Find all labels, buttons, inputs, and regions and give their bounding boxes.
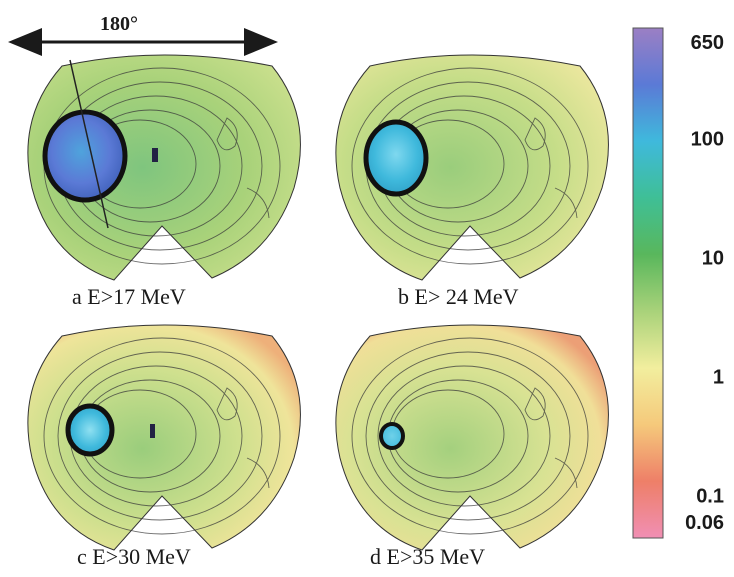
colorbar-tick-label: 1 (713, 367, 724, 389)
panel-b: b E> 24 MeV (335, 54, 609, 309)
sky-map-b (335, 54, 609, 281)
panel-label-a: a E>17 MeV (72, 284, 186, 309)
contour-lines-c (43, 337, 281, 535)
hotspot-c (65, 403, 115, 457)
colorbar-tick-label: 10 (702, 248, 724, 270)
colorbar-tick-label: 650 (691, 32, 724, 54)
colorbar-tick-label: 0.1 (696, 486, 724, 508)
contour-lines-d (351, 337, 589, 535)
panel-d: d E>35 MeV (335, 324, 609, 569)
angle-label: 180° (100, 13, 138, 35)
colorbar-tick-label: 100 (691, 129, 724, 151)
hotspot-a (42, 109, 128, 203)
panel-c: c E>30 MeV (27, 324, 301, 569)
marker-c (150, 424, 155, 438)
angle-arrow: 180° (8, 13, 278, 56)
colorbar: 650 100 10 1 0.1 0.06 (632, 27, 724, 539)
panel-label-d: d E>35 MeV (370, 544, 485, 569)
panels: a E>17 MeV b E> 24 MeV (27, 54, 609, 569)
colorbar-ticks: 650 100 10 1 0.1 0.06 (685, 32, 724, 534)
panel-a: a E>17 MeV (27, 54, 301, 309)
sky-map-c (27, 324, 301, 551)
colorbar-strip (632, 27, 664, 539)
cut-line (69, 59, 109, 229)
panel-label-b: b E> 24 MeV (398, 284, 519, 309)
hotspot-b (363, 119, 429, 197)
marker-a (152, 148, 158, 162)
sky-map-d (335, 324, 609, 551)
colorbar-tick-label: 0.06 (685, 512, 724, 534)
hotspot-d (379, 422, 405, 450)
panel-label-c: c E>30 MeV (77, 544, 191, 569)
